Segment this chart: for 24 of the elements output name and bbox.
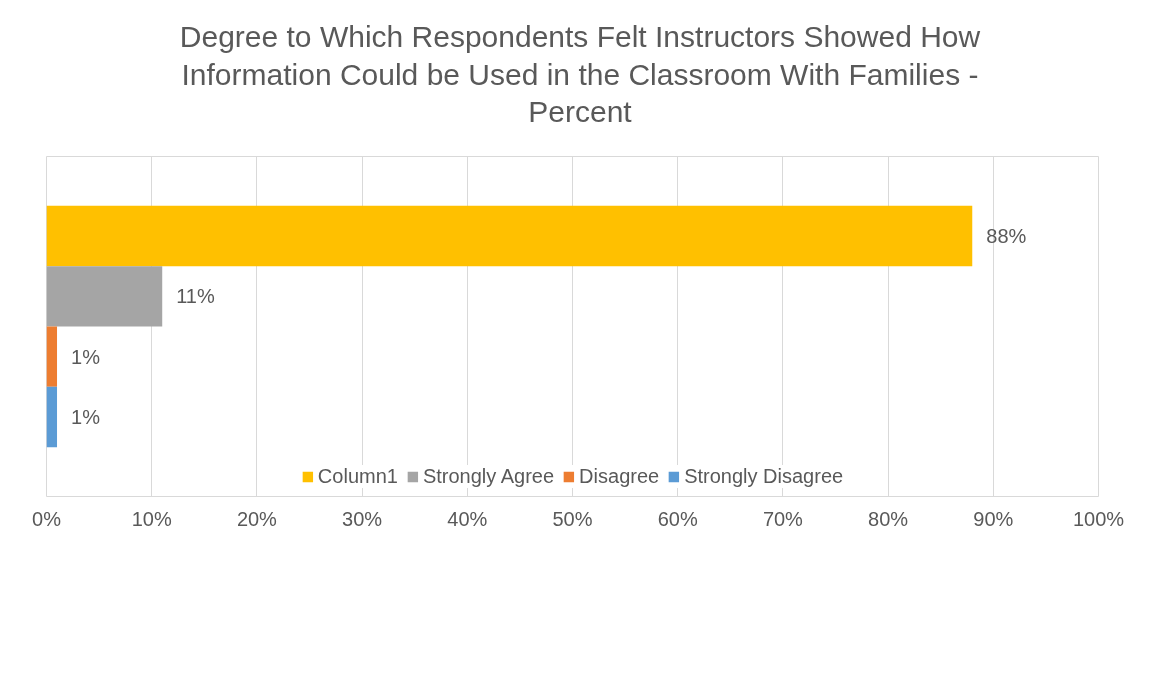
- x-tick-label: 40%: [447, 507, 488, 529]
- legend-label: Column1: [317, 464, 398, 488]
- x-tick-label: 10%: [131, 507, 172, 529]
- legend-label: Disagree: [579, 464, 660, 488]
- bar: [46, 205, 973, 266]
- x-tick-label: 30%: [342, 507, 383, 529]
- bar: [46, 265, 163, 326]
- x-tick-label: 0%: [32, 507, 62, 529]
- chart-title: Degree to Which Respondents Felt Instructors Showed How Information Could be Used in the Classroom With Families - Percent: [179, 19, 981, 130]
- data-label: 88%: [986, 224, 1027, 247]
- x-tick-label: 90%: [973, 507, 1014, 529]
- legend-label: Strongly Agree: [422, 464, 555, 488]
- x-tick-label: 20%: [236, 507, 278, 529]
- data-label: 1%: [71, 345, 101, 368]
- bar: [46, 386, 58, 447]
- x-tick-label: 80%: [868, 507, 909, 529]
- data-label: 11%: [176, 284, 215, 307]
- bar: [46, 326, 58, 387]
- data-label: 1%: [71, 405, 101, 428]
- legend-label: Strongly Disagree: [684, 464, 844, 488]
- x-tick-label: 100%: [1072, 507, 1125, 529]
- x-tick-label: 50%: [552, 507, 593, 529]
- x-tick-label: 70%: [762, 507, 804, 529]
- x-tick-label: 60%: [657, 507, 698, 529]
